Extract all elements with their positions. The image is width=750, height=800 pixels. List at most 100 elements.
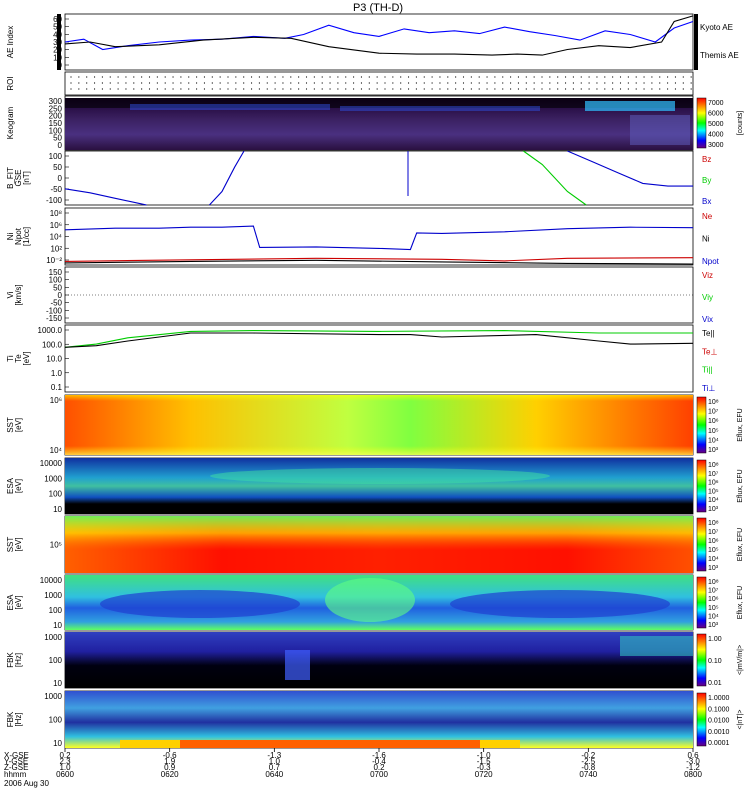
- roi-dot: [478, 76, 480, 78]
- ytick-label: 0: [58, 291, 63, 300]
- roi-dot: [580, 88, 582, 90]
- ytick-label: 250: [49, 104, 63, 113]
- footer-value-hhmm: 0800: [684, 770, 702, 779]
- panel-ylabel: GSE: [14, 170, 23, 187]
- roi-dot: [572, 88, 575, 90]
- roi-dot: [109, 82, 111, 84]
- roi-dot: [651, 88, 653, 90]
- roi-dot: [627, 82, 629, 84]
- roi-dot: [651, 82, 653, 84]
- roi-dot: [360, 76, 363, 78]
- ytick-label: -100: [46, 196, 63, 205]
- roi-dot: [604, 76, 606, 78]
- roi-dot: [557, 76, 559, 78]
- roi-dot: [211, 76, 213, 78]
- ytick-label: 0.1: [51, 383, 63, 392]
- roi-dot: [384, 82, 386, 84]
- legend-label: Viy: [702, 293, 713, 302]
- roi-dot: [353, 88, 355, 90]
- roi-dot: [274, 88, 276, 90]
- roi-dot: [78, 76, 80, 78]
- ytick-label: 10: [53, 739, 62, 748]
- roi-dot: [415, 76, 417, 78]
- roi-dot: [667, 76, 669, 78]
- ytick-label: 10⁻²: [46, 256, 62, 265]
- ytick-label: 1.0: [51, 369, 63, 378]
- roi-dot: [133, 82, 135, 84]
- ytick-label: 10⁵: [50, 541, 62, 550]
- roi-dot: [455, 76, 457, 78]
- roi-dot: [86, 76, 88, 78]
- roi-dot: [125, 88, 127, 90]
- roi-dot: [470, 76, 472, 78]
- roi-dot: [180, 76, 182, 78]
- legend-label: Kyoto AE: [700, 23, 733, 32]
- colorbar-tick: 10⁶: [708, 538, 719, 545]
- footer-value-x: -0.6: [163, 751, 177, 760]
- ytick-label: 1000: [44, 591, 62, 600]
- footer-value-hhmm: 0700: [370, 770, 388, 779]
- roi-dot: [549, 82, 551, 84]
- roi-dot: [525, 76, 527, 78]
- roi-dot: [588, 76, 590, 78]
- ytick-label: 50: [53, 134, 62, 143]
- colorbar-tick: 0.0010: [708, 729, 730, 736]
- roi-dot: [470, 82, 472, 84]
- series-line-bx: [567, 150, 693, 187]
- footer-row-label: X-GSE: [4, 751, 29, 760]
- roi-dot: [93, 82, 96, 84]
- roi-dot: [172, 82, 174, 84]
- chart-title: P3 (TH-D): [353, 2, 403, 14]
- roi-dot: [141, 76, 143, 78]
- roi-dot: [604, 88, 606, 90]
- footer-value-z: 0.7: [269, 763, 281, 772]
- roi-dot: [407, 88, 410, 90]
- roi-dot: [431, 88, 433, 90]
- roi-dot: [674, 76, 677, 78]
- sst2-image: [65, 516, 693, 573]
- roi-dot: [502, 88, 504, 90]
- roi-dot: [635, 76, 637, 78]
- roi-dot: [549, 88, 551, 90]
- roi-dot: [321, 76, 323, 78]
- roi-dot: [447, 88, 449, 90]
- roi-dot: [596, 82, 598, 84]
- legend-label: Npot: [702, 257, 720, 266]
- colorbar-tick: 10⁸: [708, 520, 719, 527]
- roi-dot: [117, 82, 119, 84]
- legend-label: Ni: [702, 235, 710, 244]
- roi-dot: [258, 76, 260, 78]
- series-line-ti-: [64, 330, 693, 348]
- roi-dot: [70, 82, 72, 84]
- colorbar-tick: 0.0100: [708, 718, 730, 725]
- colorbar-tick: 0.0001: [708, 740, 730, 747]
- roi-dot: [510, 76, 512, 78]
- colorbar-tick: 10³: [708, 506, 719, 513]
- colorbar: [696, 633, 707, 687]
- roi-dot: [258, 88, 260, 90]
- roi-dot: [235, 82, 237, 84]
- series-line-ni: [64, 225, 694, 251]
- roi-dot: [368, 88, 370, 90]
- colorbar: [696, 692, 707, 747]
- roi-dot: [455, 82, 457, 84]
- roi-dot: [423, 76, 425, 78]
- footer-value-x: -1.0: [477, 751, 491, 760]
- roi-dot: [227, 88, 229, 90]
- panel-ylabel: AE Index: [6, 26, 15, 58]
- roi-dot: [203, 88, 206, 90]
- roi-dot: [541, 88, 543, 90]
- roi-dot: [298, 82, 300, 84]
- roi-dot: [180, 88, 182, 90]
- colorbar-label: Eflux, EFU: [737, 408, 744, 441]
- roi-dot: [305, 82, 308, 84]
- colorbar-tick: 0.10: [708, 658, 722, 665]
- roi-dot: [447, 76, 449, 78]
- series-line-kyoto-ae: [64, 20, 694, 51]
- roi-dot: [290, 76, 292, 78]
- roi-dot: [588, 82, 590, 84]
- roi-dot: [337, 76, 339, 78]
- roi-dot: [78, 88, 80, 90]
- colorbar-tick: 10⁸: [708, 399, 719, 406]
